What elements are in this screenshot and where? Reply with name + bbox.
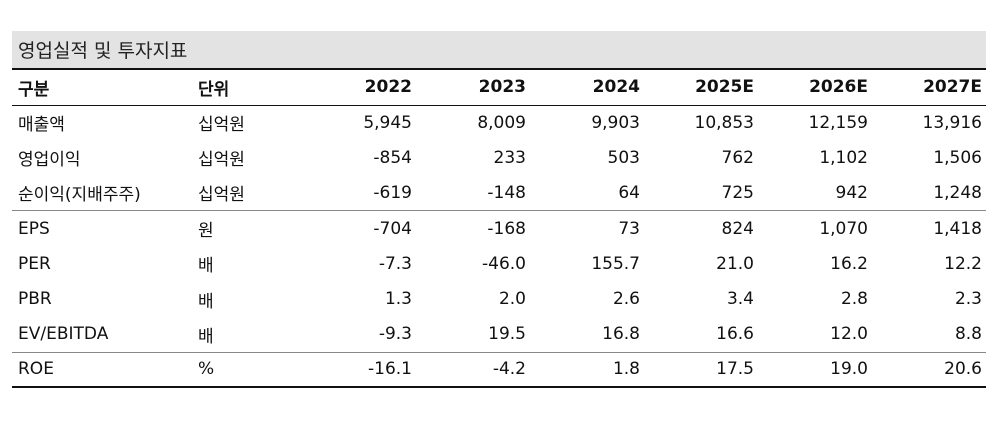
row-value: 13,916 bbox=[922, 112, 982, 133]
header-unit: 단위 bbox=[192, 68, 302, 106]
row-label: PBR bbox=[18, 289, 52, 310]
header-year-2027e: 2027E bbox=[872, 68, 986, 106]
row-value: -16.1 bbox=[302, 352, 416, 389]
row-unit: 십억원 bbox=[198, 150, 245, 171]
row-value: -619 bbox=[302, 175, 416, 212]
table-row-roe: ROE% -16.1 -4.2 1.8 17.5 19.0 20.6 bbox=[12, 352, 986, 389]
row-value: 64 bbox=[530, 175, 644, 212]
row-value: -704 bbox=[373, 218, 412, 239]
row-value: 155.7 bbox=[591, 253, 640, 274]
row-value: 12.0 bbox=[758, 316, 872, 353]
row-value: 1,418 bbox=[933, 218, 982, 239]
row-value: -9.3 bbox=[302, 316, 416, 353]
row-value: 9,903 bbox=[591, 112, 640, 133]
row-value: -148 bbox=[416, 175, 530, 212]
table-row-eps: EPS 원 -704 -168 73 824 1,070 1,418 bbox=[12, 211, 986, 246]
row-label: EPS bbox=[18, 218, 50, 239]
row-label: 영업이익 bbox=[18, 150, 81, 171]
header-year-2023: 2023 bbox=[416, 68, 530, 106]
table-title-bar: 영업실적 및 투자지표 bbox=[12, 31, 986, 68]
row-value: 762 bbox=[721, 147, 754, 168]
table-row-pbr: PBR 배 1.3 2.0 2.6 3.4 2.8 2.3 bbox=[12, 281, 986, 316]
row-unit: 배 bbox=[198, 256, 214, 277]
row-unit: 원 bbox=[198, 221, 214, 242]
row-value: 1.3 bbox=[384, 289, 412, 310]
row-value: 8.8 bbox=[872, 316, 986, 353]
row-unit: 십억원 bbox=[192, 175, 302, 212]
row-value: 2.8 bbox=[840, 289, 868, 310]
header-year-2025e: 2025E bbox=[644, 68, 758, 106]
row-value: 16.6 bbox=[644, 316, 758, 353]
header-row: 구분 단위 2022 2023 2024 2025E 2026E 2027E bbox=[12, 68, 986, 106]
header-year-2022: 2022 bbox=[302, 68, 416, 106]
row-value: 1,070 bbox=[819, 218, 868, 239]
row-value: 942 bbox=[758, 175, 872, 212]
row-value: 12.2 bbox=[944, 253, 982, 274]
row-value: -854 bbox=[373, 147, 412, 168]
header-year-2026e: 2026E bbox=[758, 68, 872, 106]
row-value: 8,009 bbox=[477, 112, 526, 133]
row-value: -46.0 bbox=[482, 253, 526, 274]
row-value: 2.3 bbox=[954, 289, 982, 310]
table-title: 영업실적 및 투자지표 bbox=[18, 40, 188, 62]
row-value: 2.0 bbox=[498, 289, 526, 310]
row-value: 5,945 bbox=[363, 112, 412, 133]
row-value: 725 bbox=[644, 175, 758, 212]
row-value: 19.5 bbox=[416, 316, 530, 353]
row-unit: % bbox=[192, 352, 302, 389]
row-value: 16.2 bbox=[830, 253, 868, 274]
row-value: 503 bbox=[607, 147, 640, 168]
row-label: ROE bbox=[12, 352, 192, 389]
row-value: 73 bbox=[618, 218, 640, 239]
table-row-per: PER 배 -7.3 -46.0 155.7 21.0 16.2 12.2 bbox=[12, 246, 986, 281]
row-value: 12,159 bbox=[808, 112, 868, 133]
row-label: 매출액 bbox=[18, 115, 65, 136]
table-row-revenue: 매출액 십억원 5,945 8,009 9,903 10,853 12,159 13,916 bbox=[12, 105, 986, 140]
row-value: 1,248 bbox=[872, 175, 986, 212]
row-value: 824 bbox=[721, 218, 754, 239]
header-year-2024: 2024 bbox=[530, 68, 644, 106]
row-unit: 십억원 bbox=[198, 115, 245, 136]
row-value: 21.0 bbox=[716, 253, 754, 274]
table-row-operating-profit: 영업이익 십억원 -854 233 503 762 1,102 1,506 bbox=[12, 140, 986, 175]
row-value: 10,853 bbox=[694, 112, 754, 133]
row-value: -4.2 bbox=[416, 352, 530, 389]
header-category: 구분 bbox=[12, 68, 192, 106]
table-row-ev-ebitda: EV/EBITDA 배 -9.3 19.5 16.8 16.6 12.0 8.8 bbox=[12, 316, 986, 353]
row-value: 1,506 bbox=[933, 147, 982, 168]
row-value: 16.8 bbox=[530, 316, 644, 353]
row-unit: 배 bbox=[192, 316, 302, 353]
row-value: 2.6 bbox=[612, 289, 640, 310]
row-label: EV/EBITDA bbox=[12, 316, 192, 353]
financial-table: 구분 단위 2022 2023 2024 2025E 2026E 2027E 매… bbox=[12, 68, 986, 389]
row-value: 17.5 bbox=[644, 352, 758, 389]
row-label: PER bbox=[18, 253, 51, 274]
row-value: 19.0 bbox=[758, 352, 872, 389]
row-label: 순이익(지배주주) bbox=[12, 175, 192, 212]
row-value: 3.4 bbox=[726, 289, 754, 310]
table-row-net-income: 순이익(지배주주) 십억원 -619 -148 64 725 942 1,248 bbox=[12, 175, 986, 212]
row-value: 1.8 bbox=[530, 352, 644, 389]
row-value: -168 bbox=[487, 218, 526, 239]
row-unit: 배 bbox=[198, 291, 214, 312]
row-value: -7.3 bbox=[378, 253, 412, 274]
row-value: 233 bbox=[493, 147, 526, 168]
row-value: 20.6 bbox=[872, 352, 986, 389]
row-value: 1,102 bbox=[819, 147, 868, 168]
